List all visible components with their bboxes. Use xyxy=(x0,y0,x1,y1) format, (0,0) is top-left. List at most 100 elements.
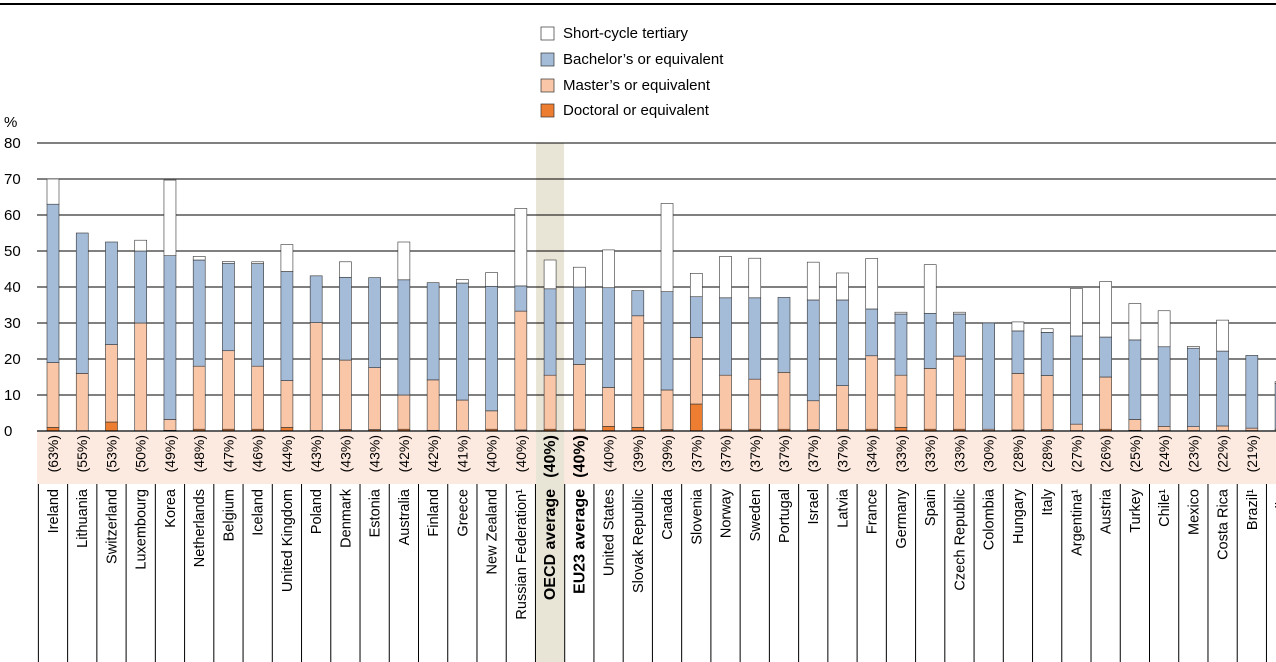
bar-segment xyxy=(280,244,294,272)
bar-segment xyxy=(251,365,264,430)
bar-segment xyxy=(192,365,206,430)
category-label: Switzerland xyxy=(104,489,120,564)
bar-segment xyxy=(806,261,820,301)
bar-segment xyxy=(719,297,732,376)
percent-label: (53%) xyxy=(103,435,119,472)
bar-segment xyxy=(75,232,89,374)
bar-segment xyxy=(748,257,762,299)
percent-label: (39%) xyxy=(630,435,646,472)
y-tick-label: 30 xyxy=(4,315,21,332)
category-label: Iceland xyxy=(251,489,267,536)
percent-label: (40%) xyxy=(484,435,500,472)
bar-segment xyxy=(280,380,294,428)
category-label: Germany xyxy=(894,488,910,548)
bar-segment xyxy=(368,277,381,368)
bar-segment xyxy=(105,344,118,423)
bar-segment xyxy=(865,355,879,430)
bar-segment xyxy=(689,403,703,432)
percent-label: (33%) xyxy=(922,435,938,472)
category-label: Costa Rica xyxy=(1216,488,1232,560)
bar-segment xyxy=(865,308,879,357)
bar-segment xyxy=(836,299,849,386)
bar-segment xyxy=(543,374,557,430)
bar-segment xyxy=(134,322,148,432)
category-label: Canada xyxy=(660,488,676,540)
legend-swatch xyxy=(540,78,555,93)
bar-segment xyxy=(222,350,235,430)
y-tick-label: 70 xyxy=(4,171,21,188)
bar-segment xyxy=(1157,310,1171,348)
bar-segment xyxy=(543,288,557,376)
bar-segment xyxy=(134,250,148,324)
percent-label: (49%) xyxy=(162,435,178,472)
percent-label: (46%) xyxy=(250,435,266,472)
percent-label: (22%) xyxy=(1215,435,1231,472)
category-label: India¹ xyxy=(1274,489,1276,525)
category-label: Brazil¹ xyxy=(1245,489,1261,530)
bar-segment xyxy=(485,285,498,412)
legend-swatch xyxy=(540,26,555,41)
bar-segment xyxy=(1099,281,1112,338)
percent-label: (28%) xyxy=(1039,435,1055,472)
bar-segment xyxy=(1070,335,1083,425)
bar-segment xyxy=(660,389,674,430)
bar-segment xyxy=(105,421,118,432)
percent-label: (28%) xyxy=(1010,435,1026,472)
bar-segment xyxy=(222,261,235,264)
percent-label: (48%) xyxy=(191,435,207,472)
category-label: Czech Republic xyxy=(952,489,968,591)
bar-segment xyxy=(689,273,703,298)
bar-segment xyxy=(222,262,235,352)
bar-segment xyxy=(602,426,615,432)
category-label: Sweden xyxy=(748,489,764,541)
bar-segment xyxy=(748,297,762,380)
category-label: EU23 average xyxy=(571,489,588,594)
bar-segment xyxy=(953,313,966,357)
bar-segment xyxy=(689,337,703,405)
percent-label: (40%) xyxy=(542,435,559,478)
bar-segment xyxy=(865,258,879,310)
bar-segment xyxy=(1128,303,1142,341)
bar-segment xyxy=(251,263,264,367)
bar-segment xyxy=(46,362,60,428)
category-label: Luxembourg xyxy=(134,489,150,570)
category-label: Belgium xyxy=(221,489,237,541)
bar-segment xyxy=(1011,330,1025,374)
bar-segment xyxy=(543,259,557,290)
percent-label: (55%) xyxy=(74,435,90,472)
y-tick-label: 60 xyxy=(4,207,21,224)
bar-segment xyxy=(602,387,615,427)
y-tick-label: 40 xyxy=(4,279,21,296)
category-label: Latvia xyxy=(835,488,851,528)
category-label: Netherlands xyxy=(192,489,208,567)
category-label: Lithuania xyxy=(75,488,91,548)
bar-segment xyxy=(1216,319,1229,352)
bar-segment xyxy=(309,275,323,323)
legend-label: Doctoral or equivalent xyxy=(563,102,710,119)
bar-segment xyxy=(485,272,498,287)
bar-segment xyxy=(251,261,264,264)
percent-label: (26%) xyxy=(1098,435,1114,472)
bar-segment xyxy=(514,310,528,431)
bar-segment xyxy=(602,287,615,388)
category-label: Mexico xyxy=(1186,489,1202,535)
category-label: Italy xyxy=(1040,488,1056,515)
category-label: Israel xyxy=(806,489,822,524)
percent-label: (27%) xyxy=(1068,435,1084,472)
category-label: United States xyxy=(602,489,618,576)
percent-label: (42%) xyxy=(396,435,412,472)
percent-label: (21%) xyxy=(1244,435,1260,472)
bar-segment xyxy=(573,266,586,288)
legend-label: Master’s or equivalent xyxy=(563,77,711,94)
bar-segment xyxy=(456,399,469,431)
bar-segment xyxy=(1128,339,1142,420)
percent-label: (43%) xyxy=(308,435,324,472)
bar-segment xyxy=(953,311,966,315)
bar-segment xyxy=(134,239,148,252)
percent-label: (63%) xyxy=(45,435,61,472)
category-label: Australia xyxy=(397,488,413,545)
percent-label: (43%) xyxy=(367,435,383,472)
bar-segment xyxy=(105,241,118,345)
percent-label: (37%) xyxy=(688,435,704,472)
